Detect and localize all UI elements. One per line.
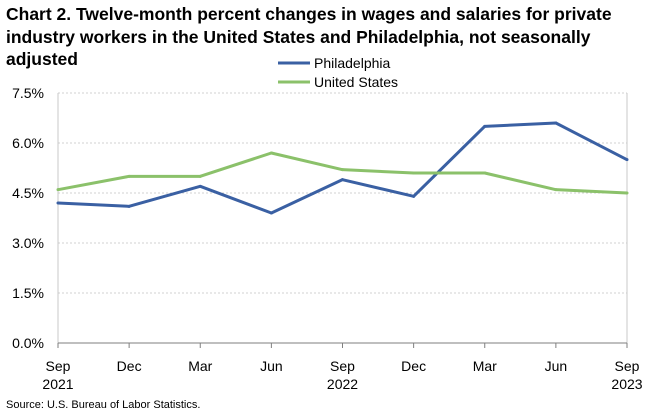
chart-title: Chart 2. Twelve-month percent changes in… [6, 4, 612, 69]
x-tick-label: Dec [117, 358, 142, 374]
x-year-label: 2022 [327, 376, 358, 392]
y-tick-label: 3.0% [12, 235, 44, 251]
united-states-point [483, 171, 487, 175]
y-tick-label: 1.5% [12, 285, 44, 301]
y-tick-label: 7.5% [12, 85, 44, 101]
philadelphia-legend-label: Philadelphia [314, 55, 390, 71]
philadelphia-point [56, 201, 60, 205]
x-tick-label: Sep [615, 358, 640, 374]
x-year-label: 2023 [611, 376, 642, 392]
philadelphia-point [127, 204, 131, 208]
x-year-label: 2021 [42, 376, 73, 392]
philadelphia-line [57, 121, 628, 215]
philadelphia-point [483, 124, 487, 128]
x-tick-label: Sep [330, 358, 355, 374]
source-note: Source: U.S. Bureau of Labor Statistics. [6, 399, 201, 411]
philadelphia-point [554, 121, 558, 125]
united-states-point [625, 191, 629, 195]
philadelphia-point [412, 194, 416, 198]
x-tick-label: Mar [473, 358, 497, 374]
philadelphia-point [198, 184, 202, 188]
united-states-point [412, 171, 416, 175]
united-states-point [269, 151, 273, 155]
philadelphia-point [269, 211, 273, 215]
x-tick-label: Dec [401, 358, 426, 374]
x-tick-label: Jun [260, 358, 283, 374]
y-tick-label: 0.0% [12, 335, 44, 351]
united-states-legend-label: United States [314, 74, 398, 90]
x-tick-label: Mar [188, 358, 212, 374]
x-tick-label: Sep [46, 358, 71, 374]
x-tick-label: Jun [545, 358, 568, 374]
united-states-line [57, 151, 628, 195]
united-states-point [127, 174, 131, 178]
y-tick-label: 4.5% [12, 185, 44, 201]
philadelphia-point [625, 158, 629, 162]
united-states-point [198, 174, 202, 178]
united-states-point [341, 168, 344, 172]
philadelphia-point [341, 178, 344, 182]
united-states-point [56, 188, 60, 192]
y-tick-label: 6.0% [12, 135, 44, 151]
united-states-point [554, 188, 558, 192]
